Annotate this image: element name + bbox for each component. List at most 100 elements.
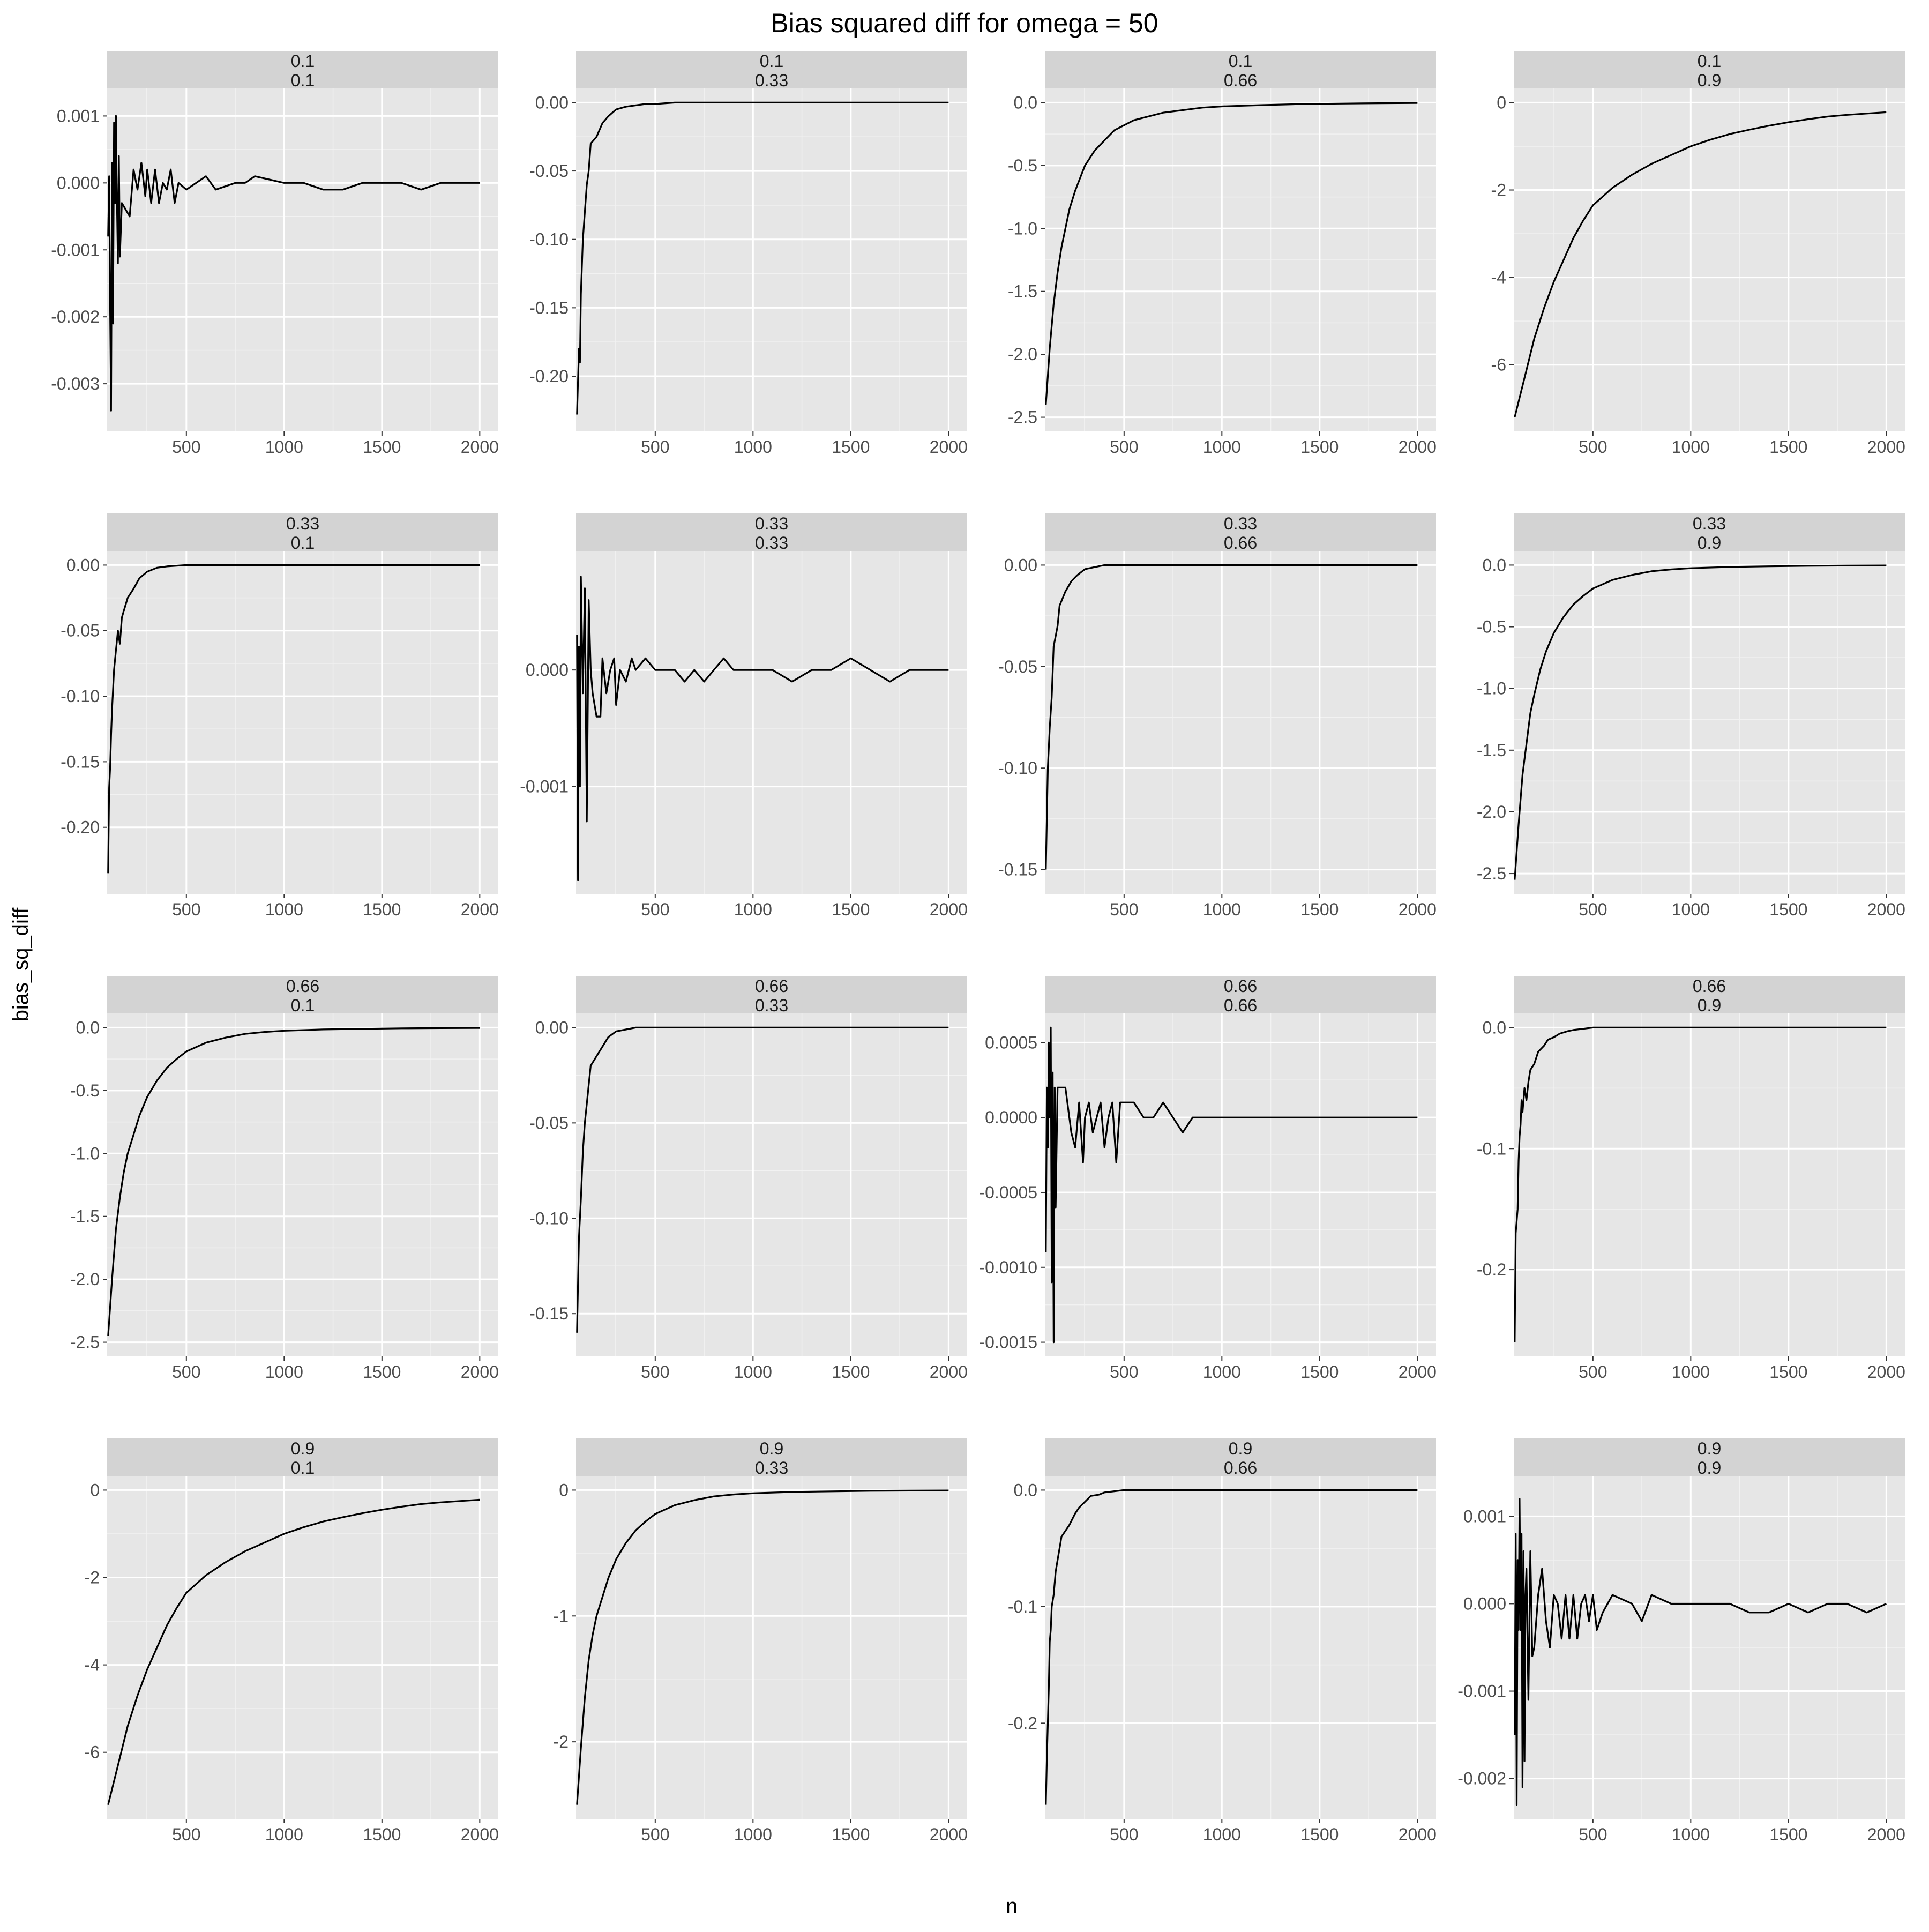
series-line xyxy=(107,564,480,874)
facet-panel: 0.660.33 500 1000 1500 2000 0.00 -0.05 -0.10 -0.… xyxy=(529,976,968,1382)
y-tick-label: -0.15 xyxy=(998,860,1037,879)
chart-title: Bias squared diff for omega = 50 xyxy=(771,8,1158,38)
facet-strip xyxy=(1045,1438,1436,1476)
facet-strip-label-bottom: 0.33 xyxy=(755,71,788,90)
series-line xyxy=(1514,111,1887,417)
facet-strip-label-bottom: 0.1 xyxy=(291,1458,315,1478)
series-line xyxy=(576,101,949,415)
facet-panel: 0.90.33 500 1000 1500 2000 0 -1 -2 xyxy=(554,1438,968,1844)
x-tick-label: 1000 xyxy=(265,1825,303,1844)
x-tick-label: 2000 xyxy=(1867,900,1905,919)
x-tick-label: 2000 xyxy=(1399,900,1437,919)
y-tick-label: -0.003 xyxy=(51,374,100,393)
x-tick-label: 2000 xyxy=(1399,437,1437,457)
facet-panel: 0.10.1 500 1000 1500 2000 0.001 0.000 -0.001 -0.… xyxy=(51,51,499,457)
y-tick-label: -0.2 xyxy=(1477,1260,1506,1279)
series-line xyxy=(1045,102,1418,405)
panel-background xyxy=(1045,551,1436,894)
x-tick-label: 1500 xyxy=(832,1362,870,1382)
y-tick-label: -0.0010 xyxy=(979,1258,1037,1277)
y-tick-label: 0.000 xyxy=(1463,1594,1506,1613)
y-tick-label: -0.10 xyxy=(529,230,569,249)
x-tick-label: 1500 xyxy=(832,1825,870,1844)
facet-strip xyxy=(1514,51,1905,88)
x-tick-label: 1500 xyxy=(1769,1362,1807,1382)
y-tick-label: -0.10 xyxy=(998,758,1037,778)
x-tick-label: 1000 xyxy=(1672,1825,1710,1844)
y-tick-label: 0.00 xyxy=(535,1018,569,1037)
y-tick-label: 0 xyxy=(1497,93,1506,112)
y-tick-label: -0.05 xyxy=(529,1113,569,1132)
facet-panel: 0.10.9 500 1000 1500 2000 0 -2 -4 -6 xyxy=(1491,51,1905,457)
x-tick-label: 500 xyxy=(1579,900,1607,919)
facet-strip-label-bottom: 0.9 xyxy=(1698,71,1721,90)
x-tick-label: 1000 xyxy=(1672,1362,1710,1382)
facet-strip xyxy=(576,51,967,88)
facet-strip xyxy=(1045,976,1436,1013)
y-tick-label: -0.0005 xyxy=(979,1183,1037,1202)
x-tick-label: 2000 xyxy=(1867,437,1905,457)
facet-strip-label-top: 0.66 xyxy=(1693,976,1726,996)
facet-strip-label-top: 0.33 xyxy=(286,514,319,533)
x-tick-label: 1500 xyxy=(363,437,401,457)
facet-strip-label-bottom: 0.66 xyxy=(1224,533,1257,553)
panel-background xyxy=(576,551,967,894)
x-tick-label: 1000 xyxy=(265,900,303,919)
x-tick-label: 2000 xyxy=(1399,1362,1437,1382)
y-tick-label: -0.5 xyxy=(1008,156,1037,175)
y-tick-label: -2 xyxy=(1491,181,1506,200)
series-line xyxy=(1514,1498,1887,1806)
y-tick-label: 0.001 xyxy=(1463,1506,1506,1526)
y-tick-label: 0.000 xyxy=(526,660,569,680)
facet-strip-label-top: 0.66 xyxy=(1224,976,1257,996)
facet-panel: 0.10.33 500 1000 1500 2000 0.00 -0.05 -0.10 -0.1… xyxy=(529,51,968,457)
facet-strip-label-bottom: 0.1 xyxy=(291,71,315,90)
y-tick-label: -1 xyxy=(554,1606,569,1625)
panels-layer: 0.10.1500 1000 1500 20000.0010.000-0.001-0.… xyxy=(51,51,1905,1844)
x-tick-label: 500 xyxy=(641,1362,669,1382)
y-tick-label: 0.0 xyxy=(1483,1018,1506,1037)
y-tick-label: -0.002 xyxy=(1457,1769,1506,1788)
y-tick-label: -2.0 xyxy=(1477,802,1506,822)
y-tick-label: -0.1 xyxy=(1477,1139,1506,1158)
facet-panel: 0.660.66 500 1000 1500 2000 0.0005 0.0000 -0.00… xyxy=(979,976,1437,1382)
y-tick-label: -4 xyxy=(85,1655,100,1675)
series-line xyxy=(1045,1489,1418,1805)
facet-strip-label-top: 0.1 xyxy=(291,51,315,71)
facet-strip xyxy=(1514,976,1905,1013)
x-tick-label: 2000 xyxy=(461,1362,499,1382)
y-tick-label: -2 xyxy=(554,1732,569,1751)
facet-strip xyxy=(1514,1438,1905,1476)
x-tick-label: 500 xyxy=(641,1825,669,1844)
facet-strip-label-top: 0.33 xyxy=(1693,514,1726,533)
x-tick-label: 2000 xyxy=(1399,1825,1437,1844)
x-tick-label: 1000 xyxy=(1672,437,1710,457)
x-tick-label: 1500 xyxy=(1300,1362,1339,1382)
y-tick-label: 0.000 xyxy=(57,173,100,192)
panel-background xyxy=(576,1013,967,1356)
facet-strip xyxy=(107,513,498,551)
facet-panel: 0.90.66 500 1000 1500 2000 0.0 -0.1 -0.2 xyxy=(1008,1438,1437,1844)
y-tick-label: -0.15 xyxy=(529,298,569,317)
y-tick-label: -6 xyxy=(1491,355,1506,375)
facet-strip xyxy=(107,51,498,88)
x-tick-label: 1000 xyxy=(734,437,772,457)
x-tick-label: 1000 xyxy=(1203,900,1241,919)
x-tick-label: 1500 xyxy=(832,437,870,457)
x-tick-label: 1500 xyxy=(1769,1825,1807,1844)
x-tick-label: 1500 xyxy=(363,900,401,919)
x-tick-label: 500 xyxy=(1579,437,1607,457)
y-tick-label: -0.20 xyxy=(61,818,100,837)
panel-background xyxy=(107,551,498,894)
facet-strip-label-bottom: 0.33 xyxy=(755,533,788,553)
x-tick-label: 500 xyxy=(1110,437,1138,457)
facet-strip xyxy=(576,976,967,1013)
y-tick-label: -1.0 xyxy=(1477,679,1506,698)
y-tick-label: -2.5 xyxy=(70,1333,100,1352)
facet-strip xyxy=(1514,513,1905,551)
series-line xyxy=(107,1498,480,1805)
y-tick-label: -0.10 xyxy=(529,1209,569,1228)
x-tick-label: 500 xyxy=(641,900,669,919)
y-tick-label: -4 xyxy=(1491,268,1506,287)
